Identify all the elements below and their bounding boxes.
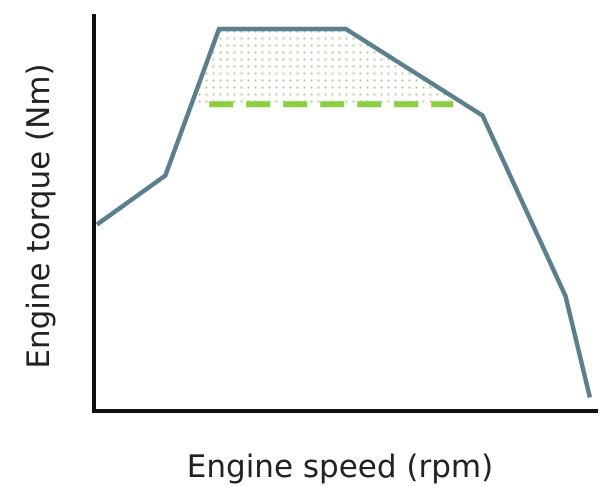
x-axis-label: Engine speed (rpm) (187, 449, 493, 485)
torque-curve (95, 26, 593, 399)
y-axis-label: Engine torque (Nm) (21, 63, 57, 368)
shaded-region (191, 29, 465, 105)
